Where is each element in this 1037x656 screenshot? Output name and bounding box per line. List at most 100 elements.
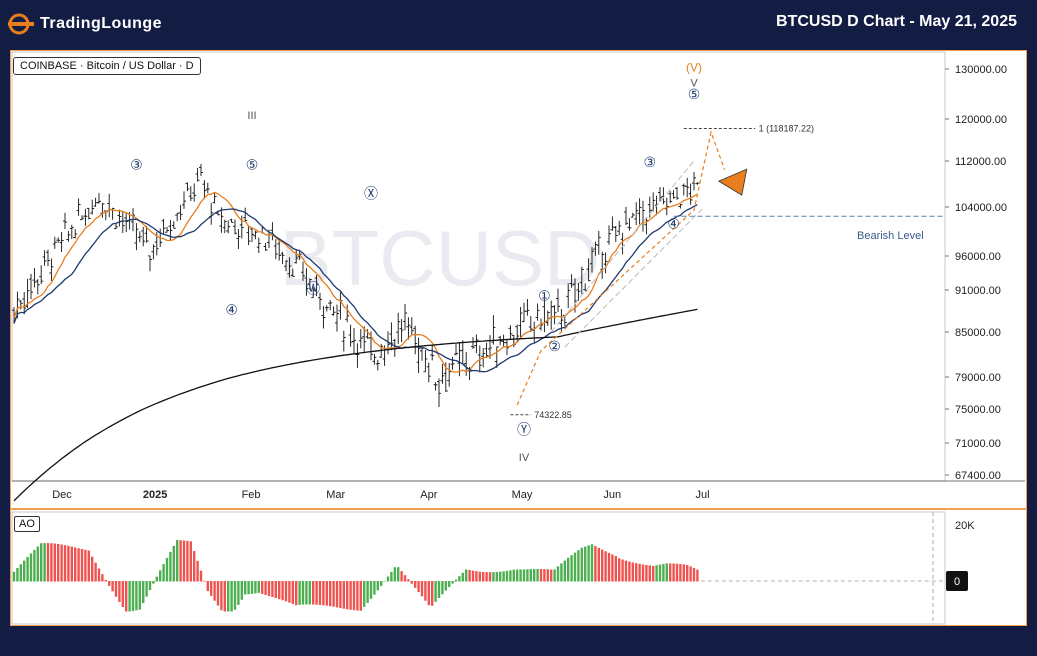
ao-bar bbox=[29, 553, 33, 582]
watermark-text: BTCUSD bbox=[280, 214, 601, 302]
ao-bar bbox=[427, 581, 430, 606]
ao-bar bbox=[563, 560, 566, 582]
ao-bar bbox=[220, 581, 223, 611]
ao-bar bbox=[631, 562, 634, 582]
ao-bar bbox=[108, 581, 111, 586]
y-tick-label: 120000.00 bbox=[955, 114, 1007, 126]
ao-bar bbox=[601, 549, 604, 582]
ao-bar bbox=[458, 576, 461, 582]
x-tick-label: Dec bbox=[52, 489, 72, 501]
ao-bar bbox=[250, 581, 254, 594]
ao-bar bbox=[407, 579, 410, 582]
ao-bar bbox=[46, 543, 50, 582]
ao-bar bbox=[57, 543, 60, 582]
ao-bar bbox=[131, 581, 135, 611]
ao-bar bbox=[244, 581, 247, 595]
ao-bar bbox=[475, 571, 478, 582]
ao-bar bbox=[19, 564, 22, 582]
fib-target-label: 1 (118187.22) bbox=[759, 124, 814, 134]
ao-indicator-label[interactable]: AO bbox=[14, 516, 40, 532]
ao-bar bbox=[560, 563, 563, 582]
low-price-label: 74322.85 bbox=[534, 410, 572, 420]
ao-bar bbox=[686, 564, 689, 582]
ao-bar bbox=[189, 541, 192, 582]
y-tick-label: 104000.00 bbox=[955, 202, 1007, 214]
x-tick-label: Jul bbox=[696, 489, 710, 501]
ao-bar bbox=[546, 569, 549, 582]
ao-bar bbox=[621, 559, 624, 582]
ao-bar bbox=[539, 569, 543, 582]
ao-bar bbox=[597, 547, 600, 582]
ao-bar bbox=[318, 581, 322, 605]
ao-bar bbox=[526, 569, 529, 582]
wave-label: Ⓨ bbox=[517, 422, 531, 438]
ao-bar bbox=[274, 581, 277, 599]
symbol-label[interactable]: COINBASE · Bitcoin / US Dollar · D bbox=[13, 57, 201, 75]
y-tick-label: 75000.00 bbox=[955, 404, 1001, 416]
ao-bar bbox=[267, 581, 271, 597]
wave-label: IV bbox=[519, 452, 530, 464]
ao-bar bbox=[346, 581, 349, 610]
x-tick-label: Apr bbox=[420, 489, 437, 501]
ao-bar bbox=[288, 581, 291, 603]
price-bars bbox=[12, 163, 700, 407]
ao-bar bbox=[210, 581, 213, 596]
ao-bar bbox=[590, 544, 594, 582]
wave-label: III bbox=[247, 110, 256, 122]
ao-bar bbox=[352, 581, 356, 611]
ao-bar bbox=[63, 545, 67, 582]
wave-label: ④ bbox=[667, 215, 680, 231]
ao-bar bbox=[380, 581, 383, 586]
ao-bar bbox=[696, 569, 699, 582]
ao-bar bbox=[607, 552, 611, 582]
ao-bar bbox=[101, 574, 104, 582]
ao-bar bbox=[417, 581, 420, 593]
ao-bar bbox=[454, 579, 458, 582]
ao-bar bbox=[689, 566, 692, 582]
ao-bar bbox=[437, 581, 441, 598]
ao-bar bbox=[420, 581, 424, 597]
ao-bar bbox=[179, 540, 182, 582]
ao-bar bbox=[403, 575, 407, 582]
y-tick-label: 96000.00 bbox=[955, 251, 1001, 263]
ao-bar bbox=[199, 570, 203, 582]
y-tick-label: 79000.00 bbox=[955, 372, 1001, 384]
ao-bar bbox=[533, 569, 536, 582]
ao-bar bbox=[556, 566, 560, 582]
ao-bar bbox=[373, 581, 376, 595]
ao-bar bbox=[312, 581, 315, 605]
ao-bar bbox=[516, 569, 519, 582]
ao-bar bbox=[125, 581, 128, 612]
ao-bar bbox=[383, 581, 386, 582]
ma-fast-line bbox=[13, 191, 698, 373]
bearish-level-label: Bearish Level bbox=[857, 230, 924, 242]
bearish-arrow-icon bbox=[717, 168, 748, 196]
ao-bar bbox=[638, 563, 641, 582]
ao-bar bbox=[628, 561, 631, 582]
ao-bar bbox=[186, 540, 189, 582]
wave-label: ② bbox=[548, 338, 561, 354]
ao-bar bbox=[43, 543, 46, 582]
ao-bar bbox=[441, 581, 444, 595]
ao-bar bbox=[339, 581, 342, 609]
ao-bar bbox=[675, 563, 679, 582]
ao-bar bbox=[50, 543, 53, 582]
ao-bar bbox=[159, 570, 162, 582]
ao-bar bbox=[196, 560, 199, 582]
ao-bar bbox=[305, 581, 308, 605]
ao-bar bbox=[135, 581, 138, 611]
ao-bar bbox=[182, 540, 186, 582]
ao-bar bbox=[543, 569, 546, 582]
ao-bar bbox=[577, 550, 580, 582]
ao-bar bbox=[271, 581, 274, 598]
ao-bar bbox=[298, 581, 301, 605]
ao-bar bbox=[495, 571, 498, 582]
ao-bar bbox=[386, 576, 390, 582]
wave-label: Ⓦ bbox=[306, 281, 320, 297]
ao-bar bbox=[155, 576, 158, 582]
wave-label: ① bbox=[538, 288, 551, 304]
ao-bar bbox=[658, 564, 662, 582]
channel-upper bbox=[550, 160, 695, 333]
ao-bar bbox=[584, 546, 587, 582]
